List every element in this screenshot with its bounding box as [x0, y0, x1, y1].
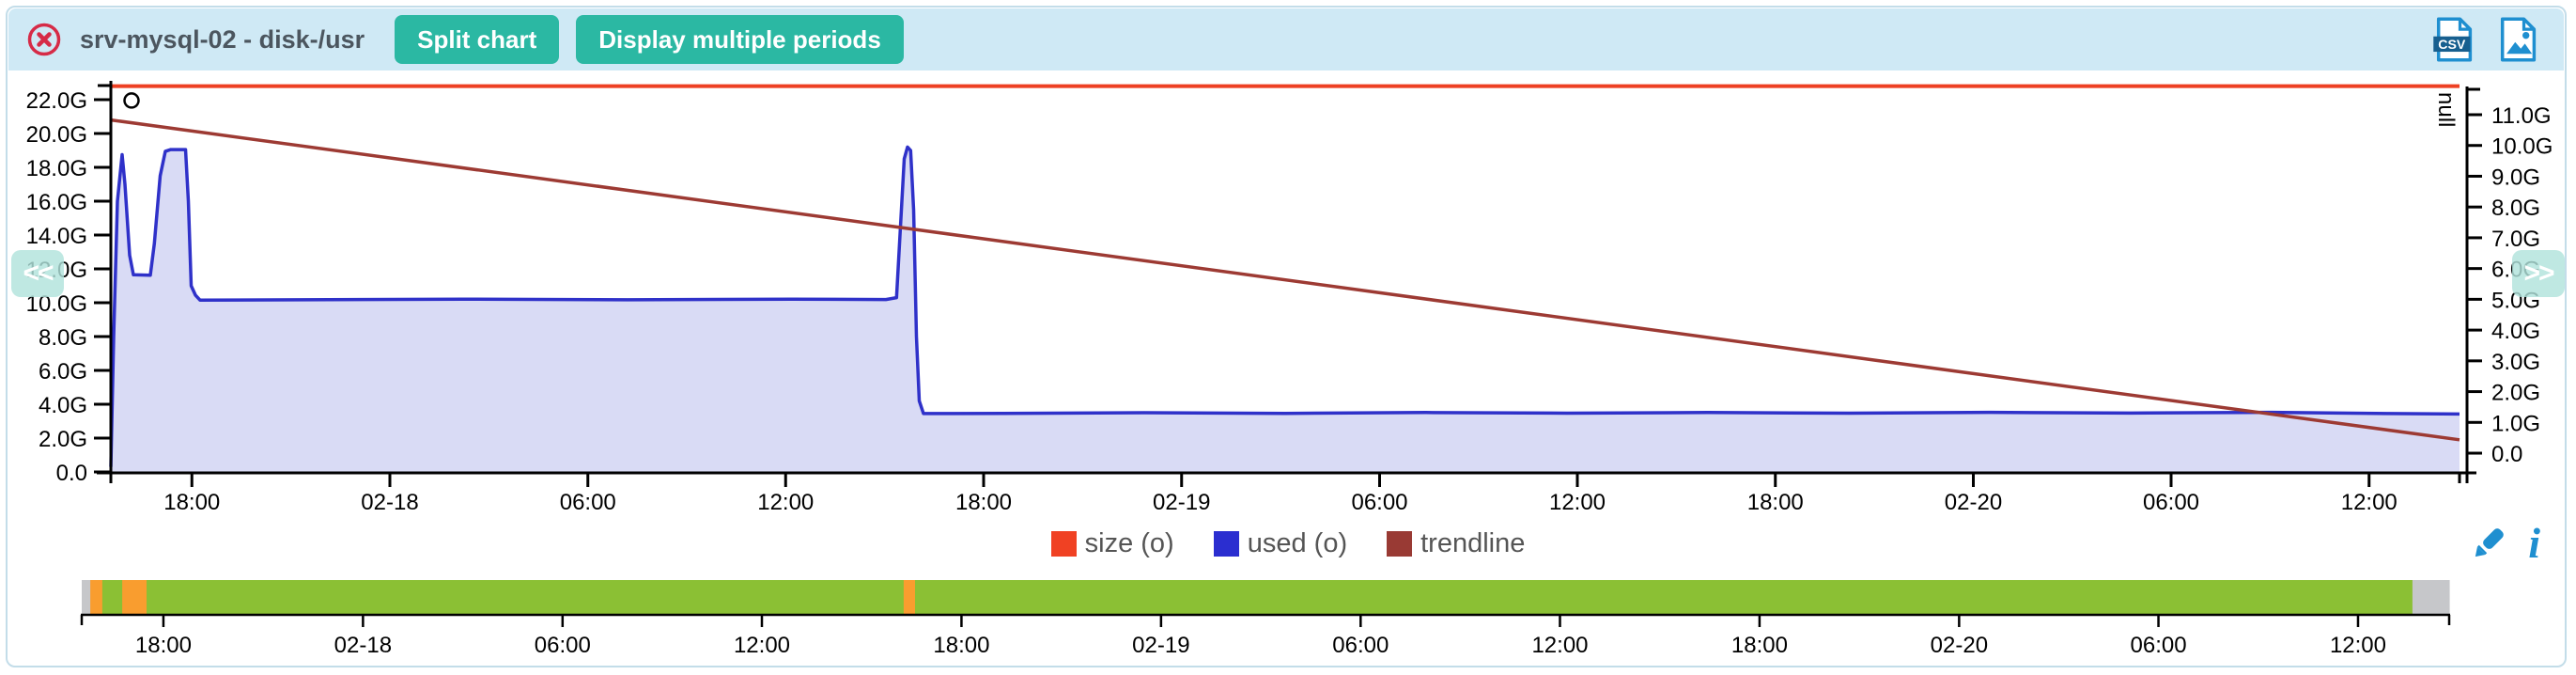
export-actions: CSV [2430, 16, 2547, 63]
svg-text:02-18: 02-18 [361, 490, 418, 515]
svg-text:3.0G: 3.0G [2491, 350, 2540, 375]
info-icon: i [2528, 519, 2540, 567]
svg-text:18:00: 18:00 [955, 490, 1012, 515]
svg-text:20.0G: 20.0G [26, 122, 87, 148]
svg-text:12:00: 12:00 [2341, 490, 2398, 515]
svg-text:06:00: 06:00 [2143, 490, 2199, 515]
svg-text:0.0: 0.0 [2491, 442, 2522, 467]
display-multiple-periods-button[interactable]: Display multiple periods [576, 15, 904, 64]
svg-text:06:00: 06:00 [535, 633, 591, 658]
svg-text:06:00: 06:00 [2131, 633, 2187, 658]
legend-label-trendline: trendline [1420, 527, 1526, 558]
image-file-icon [2500, 17, 2537, 62]
split-chart-button[interactable]: Split chart [395, 15, 560, 64]
close-button[interactable] [25, 21, 63, 58]
svg-text:0.0: 0.0 [56, 461, 87, 486]
svg-text:06:00: 06:00 [560, 490, 616, 515]
info-button[interactable]: i [2524, 519, 2544, 567]
svg-text:14.0G: 14.0G [26, 224, 87, 249]
widget-header: srv-mysql-02 - disk-/usr Split chart Dis… [8, 8, 2564, 71]
svg-text:11.0G: 11.0G [2491, 103, 2552, 129]
svg-text:02-20: 02-20 [1931, 633, 1988, 658]
size-swatch [1050, 530, 1077, 557]
svg-text:02-19: 02-19 [1132, 633, 1189, 658]
svg-text:12:00: 12:00 [2330, 633, 2386, 658]
svg-text:9.0G: 9.0G [2491, 165, 2540, 190]
used-swatch [1213, 530, 1239, 557]
svg-text:10.0G: 10.0G [2491, 134, 2553, 160]
legend-row: size (o) used (o) trendline [0, 519, 2576, 568]
legend-item-size: size (o) [1050, 527, 1174, 559]
csv-file-icon: CSV [2433, 17, 2473, 62]
pencil-icon [2475, 528, 2505, 557]
status-timeline: 18:00 02-18 06:00 12:00 18:00 02-19 06:00 12:00… [80, 580, 2451, 658]
svg-text:18:00: 18:00 [1731, 633, 1788, 658]
svg-text:06:00: 06:00 [1332, 633, 1389, 658]
svg-text:8.0G: 8.0G [2491, 196, 2540, 221]
svg-text:18:00: 18:00 [163, 490, 220, 515]
chart-title: srv-mysql-02 - disk-/usr [80, 24, 365, 54]
legend-label-size: size (o) [1084, 527, 1174, 558]
svg-text:18:00: 18:00 [933, 633, 989, 658]
svg-text:18.0G: 18.0G [26, 156, 87, 181]
svg-text:12:00: 12:00 [1549, 490, 1606, 515]
svg-text:2.0G: 2.0G [39, 427, 87, 452]
svg-text:null: null [2433, 92, 2459, 127]
svg-text:18:00: 18:00 [1747, 490, 1804, 515]
svg-text:02-19: 02-19 [1153, 490, 1210, 515]
svg-text:12:00: 12:00 [757, 490, 814, 515]
svg-text:6.0G: 6.0G [39, 359, 87, 385]
svg-text:02-20: 02-20 [1945, 490, 2002, 515]
svg-text:12:00: 12:00 [734, 633, 790, 658]
legend-label-used: used (o) [1247, 527, 1348, 558]
export-image-button[interactable] [2494, 16, 2541, 63]
close-icon [27, 23, 61, 56]
legend-item-trendline: trendline [1387, 528, 1525, 559]
svg-text:02-18: 02-18 [334, 633, 392, 658]
edit-button[interactable] [2468, 523, 2509, 564]
next-period-button[interactable]: >> [2512, 250, 2565, 297]
svg-text:06:00: 06:00 [1351, 490, 1407, 515]
svg-text:1.0G: 1.0G [2491, 411, 2540, 436]
svg-text:12:00: 12:00 [1531, 633, 1588, 658]
chart-legend: size (o) used (o) trendline [0, 519, 2576, 568]
previous-period-button[interactable]: << [11, 250, 64, 297]
disk-usage-chart: 22.0G20.0G18.0G16.0G14.0G12.0G10.0G8.0G6… [26, 81, 2553, 515]
svg-text:16.0G: 16.0G [26, 190, 87, 215]
svg-text:4.0G: 4.0G [39, 393, 87, 418]
svg-text:22.0G: 22.0G [26, 88, 87, 114]
svg-text:CSV: CSV [2438, 37, 2466, 52]
export-csv-button[interactable]: CSV [2430, 16, 2477, 63]
svg-text:2.0G: 2.0G [2491, 381, 2540, 406]
legend-item-used: used (o) [1213, 527, 1348, 559]
svg-text:4.0G: 4.0G [2491, 319, 2540, 344]
svg-text:18:00: 18:00 [135, 633, 192, 658]
trendline-swatch [1387, 530, 1413, 557]
svg-text:8.0G: 8.0G [39, 325, 87, 351]
chart-tools: i [2468, 519, 2544, 567]
svg-text:7.0G: 7.0G [2491, 227, 2540, 252]
